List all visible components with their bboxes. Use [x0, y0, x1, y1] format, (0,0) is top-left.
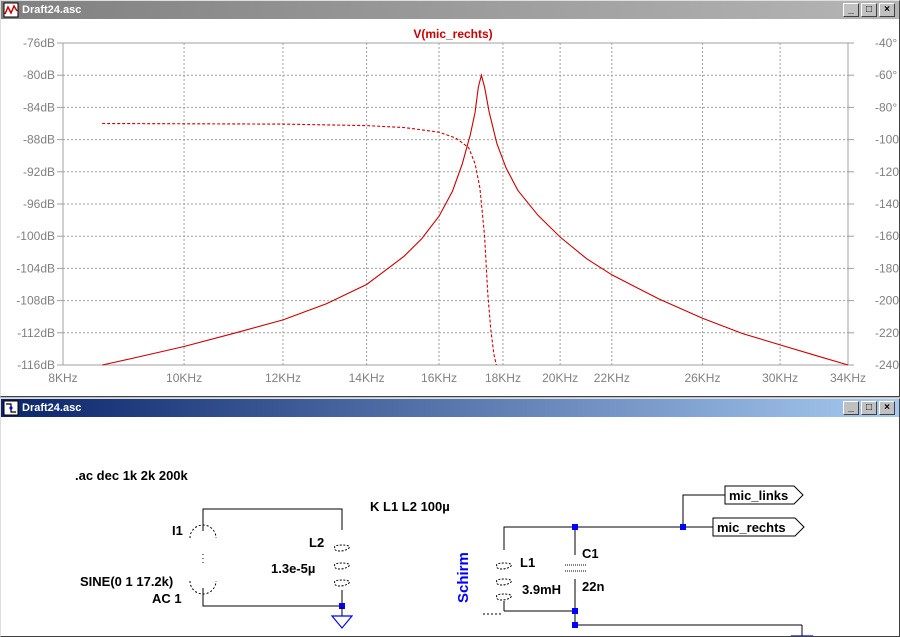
l2-value-label[interactable]: 1.3e-5µ [271, 561, 315, 576]
x-tick-label: 12KHz [265, 371, 301, 385]
ac-directive[interactable]: .ac dec 1k 2k 200k [75, 468, 189, 483]
schematic-icon [3, 400, 19, 416]
schematic-titlebar[interactable]: Draft24.asc _ □ × [1, 399, 899, 417]
right-tick-label: -240° [875, 358, 899, 372]
left-tick-label: -108dB [16, 294, 55, 308]
plot-series [102, 73, 849, 366]
axis-ticks: 8KHz 10KHz 12KHz 14KHz 16KHz 18KHz 20KHz 22KHz 2… [16, 36, 899, 385]
minimize-button[interactable]: _ [843, 401, 859, 415]
x-tick-label: 10KHz [166, 371, 202, 385]
right-circuit [483, 485, 814, 636]
schematic-window[interactable]: Draft24.asc _ □ × .ac dec 1k 2k 200k K L… [0, 398, 900, 637]
junction [572, 608, 578, 614]
wire[interactable] [202, 508, 343, 531]
left-tick-label: -104dB [16, 261, 55, 275]
l1-label[interactable]: L1 [520, 555, 535, 570]
plot-titlebar[interactable]: Draft24.asc _ □ × [1, 1, 899, 19]
right-tick-label: -40° [875, 36, 897, 50]
x-tick-label: 34KHz [830, 371, 866, 385]
port-mic-links-label[interactable]: mic_links [729, 488, 788, 503]
plot-window-title: Draft24.asc [22, 4, 82, 16]
left-tick-label: -100dB [16, 229, 55, 243]
left-tick-label: -84dB [23, 100, 55, 114]
waveform-icon [3, 2, 19, 18]
left-tick-label: -76dB [23, 36, 55, 50]
close-button[interactable]: × [879, 401, 895, 415]
right-tick-label: -220° [875, 326, 899, 340]
i1-label[interactable]: I1 [172, 523, 183, 538]
plot-grid [62, 42, 849, 366]
x-tick-label: 30KHz [762, 371, 798, 385]
current-source-symbol[interactable] [189, 524, 217, 595]
left-tick-label: -92dB [23, 165, 55, 179]
port-mic-links[interactable] [724, 485, 804, 505]
junction [572, 524, 578, 530]
junction [680, 524, 686, 530]
left-tick-label: -96dB [23, 197, 55, 211]
right-tick-label: -140° [875, 197, 899, 211]
c1-label[interactable]: C1 [582, 546, 599, 561]
ground-symbol[interactable] [330, 615, 354, 629]
waveform-plot[interactable]: V(mic_rechts) 8KHz 10KHz 12KHz 14KHz 16KHz 18… [1, 20, 899, 396]
right-tick-label: -100° [875, 133, 899, 147]
left-circuit [189, 508, 354, 629]
x-tick-label: 16KHz [421, 371, 457, 385]
junction [572, 622, 578, 628]
c1-value-label[interactable]: 22n [582, 579, 604, 594]
port-mic-rechts-label[interactable]: mic_rechts [717, 520, 786, 535]
close-button[interactable]: × [879, 3, 895, 17]
right-tick-label: -160° [875, 229, 899, 243]
maximize-button[interactable]: □ [861, 401, 877, 415]
schematic-window-title: Draft24.asc [22, 402, 82, 414]
k-directive[interactable]: K L1 L2 100µ [370, 499, 450, 514]
right-tick-label: -60° [875, 68, 897, 82]
x-tick-label: 20KHz [542, 371, 578, 385]
net-label-schirm[interactable]: Schirm [455, 552, 472, 603]
wire[interactable] [503, 526, 683, 550]
inductor-l1-symbol[interactable] [496, 562, 512, 601]
wire[interactable] [682, 494, 725, 527]
maximize-button[interactable]: □ [861, 3, 877, 17]
right-tick-label: -200° [875, 294, 899, 308]
l2-label[interactable]: L2 [309, 535, 324, 550]
phase-trace[interactable] [102, 122, 497, 366]
left-tick-label: -116dB [17, 358, 55, 372]
right-tick-label: -120° [875, 165, 899, 179]
left-tick-label: -80dB [23, 68, 55, 82]
port-mic-rechts[interactable] [712, 517, 805, 537]
x-tick-label: 14KHz [349, 371, 385, 385]
magnitude-trace[interactable] [102, 73, 849, 366]
right-tick-label: -180° [875, 261, 899, 275]
source-ac-label[interactable]: AC 1 [152, 591, 182, 606]
plot-window[interactable]: Draft24.asc _ □ × V(mic_rechts) 8KHz 10KH… [0, 0, 900, 397]
minimize-button[interactable]: _ [843, 3, 859, 17]
inductor-l2-symbol[interactable] [334, 544, 350, 587]
left-tick-label: -112dB [17, 326, 55, 340]
left-tick-label: -88dB [23, 133, 55, 147]
x-tick-label: 18KHz [485, 371, 521, 385]
l1-value-label[interactable]: 3.9mH [522, 582, 561, 597]
source-value-label[interactable]: SINE(0 1 17.2k) [80, 574, 173, 589]
x-tick-label: 22KHz [594, 371, 630, 385]
right-tick-label: -80° [875, 100, 897, 114]
x-tick-label: 8KHz [48, 371, 77, 385]
capacitor-c1-symbol[interactable] [565, 564, 586, 572]
x-tick-label: 26KHz [684, 371, 720, 385]
schematic-canvas[interactable]: .ac dec 1k 2k 200k K L1 L2 100µ I1 SINE(… [1, 418, 899, 636]
trace-title[interactable]: V(mic_rechts) [413, 27, 492, 41]
